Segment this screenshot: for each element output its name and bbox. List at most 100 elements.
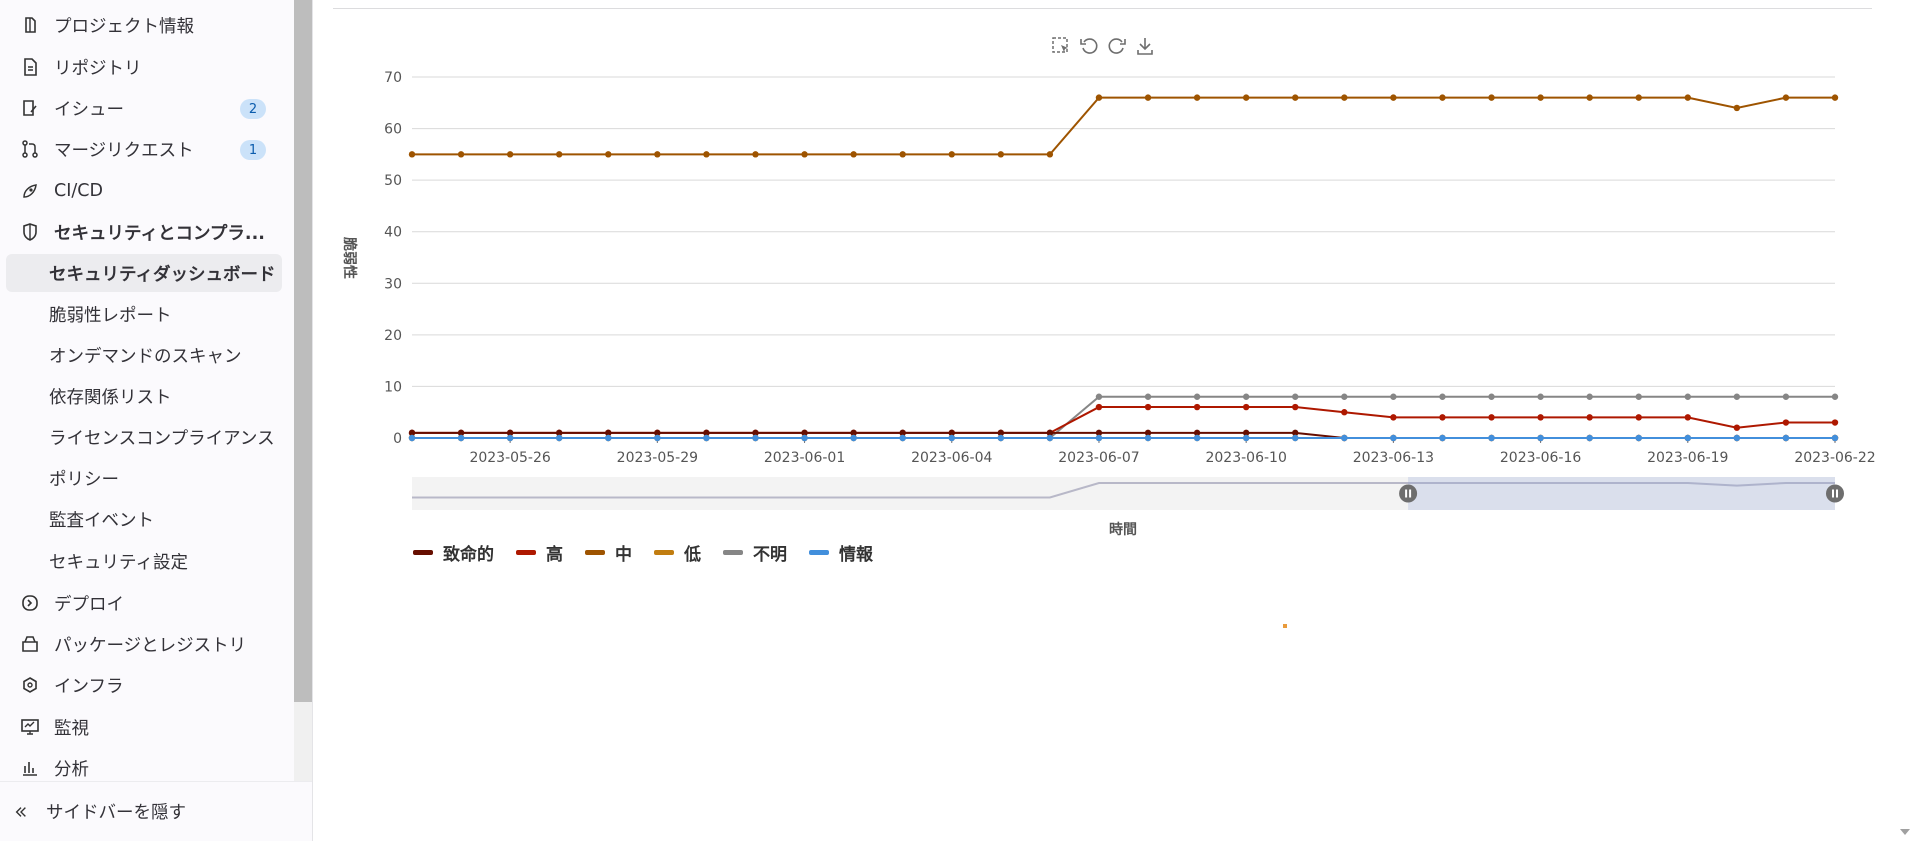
data-point-info — [457, 434, 465, 442]
main-scrollbar[interactable] — [1896, 0, 1914, 841]
data-point-high — [1488, 414, 1495, 421]
x-tick-label: 2023-06-04 — [911, 450, 992, 466]
sidebar-item-label: 依存関係リスト — [49, 387, 172, 408]
sidebar-item-security-configuration[interactable]: セキュリティ設定 — [6, 542, 282, 580]
sidebar-item-issues[interactable]: イシュー 2 — [6, 89, 282, 127]
restore-icon[interactable] — [1106, 35, 1128, 57]
zoom-handle[interactable] — [1826, 484, 1844, 503]
data-point-medium — [1095, 94, 1103, 101]
data-point-unknown — [1635, 393, 1642, 400]
sidebar-item-monitor[interactable]: 監視 — [6, 708, 282, 746]
data-point-high — [1292, 403, 1299, 411]
data-point-critical — [752, 429, 759, 437]
sidebar-item-cicd[interactable]: CI/CD — [6, 172, 282, 210]
data-point-info — [1586, 434, 1593, 442]
data-point-high — [1193, 403, 1201, 411]
sidebar-item-audit-events[interactable]: 監査イベント — [6, 500, 282, 538]
zoom-handle[interactable] — [1399, 484, 1418, 503]
sidebar-item-label: デプロイ — [54, 594, 124, 615]
data-point-unknown — [1341, 393, 1348, 400]
sidebar-item-infrastructure[interactable]: インフラ — [6, 666, 282, 704]
sidebar-scrollbar-thumb[interactable] — [294, 0, 312, 702]
data-point-unknown — [1095, 393, 1103, 400]
data-point-unknown — [1537, 393, 1544, 400]
data-point-medium — [752, 151, 759, 158]
x-axis-label: 時間 — [1109, 521, 1137, 538]
main-content: 0 10 20 30 40 50 60 70 2023-05-26 2023-05-29 2023… — [313, 0, 1914, 841]
legend-label: 中 — [615, 545, 632, 565]
data-point-unknown — [1733, 393, 1741, 400]
infrastructure-icon — [20, 674, 46, 696]
data-point-high — [1242, 403, 1250, 411]
sidebar-item-label: セキュリティ設定 — [49, 552, 188, 573]
data-point-medium — [1292, 94, 1299, 101]
chevron-double-left-icon — [14, 805, 36, 819]
zoom-select-icon[interactable] — [1050, 35, 1072, 57]
sidebar-item-policies[interactable]: ポリシー — [6, 459, 282, 497]
sidebar-item-license-compliance[interactable]: ライセンスコンプライアンス — [6, 418, 282, 456]
sidebar-item-merge-requests[interactable]: マージリクエスト 1 — [6, 130, 282, 168]
series-line-high — [412, 406, 1835, 434]
data-point-info — [1831, 434, 1839, 442]
chart-grid — [412, 76, 1835, 439]
deploy-icon — [20, 592, 46, 614]
legend-item-critical[interactable]: 致命的 — [413, 540, 494, 565]
undo-zoom-icon[interactable] — [1078, 35, 1100, 57]
scroll-down-arrow-icon[interactable] — [1900, 829, 1910, 835]
data-point-unknown — [1439, 393, 1446, 400]
issues-count-badge: 2 — [240, 99, 266, 119]
y-tick-label: 30 — [384, 276, 402, 292]
chart-toolbox — [1050, 35, 1156, 57]
sidebar-item-security-dashboard[interactable]: セキュリティダッシュボード — [6, 254, 282, 292]
merge-requests-count-badge: 1 — [240, 140, 266, 160]
y-tick-label: 0 — [393, 431, 402, 447]
sidebar-item-on-demand-scans[interactable]: オンデマンドのスキャン — [6, 336, 282, 374]
data-point-medium — [997, 151, 1005, 158]
sidebar-item-deployments[interactable]: デプロイ — [6, 584, 282, 622]
sidebar-item-repository[interactable]: リポジトリ — [6, 48, 282, 86]
data-point-medium — [703, 151, 710, 158]
sidebar-item-analytics[interactable]: 分析 — [6, 749, 282, 781]
data-point-medium — [1831, 94, 1839, 101]
data-point-medium — [1193, 94, 1201, 101]
sidebar-item-security-compliance[interactable]: セキュリティとコンプラ... — [6, 213, 282, 251]
hide-sidebar-button[interactable]: サイドバーを隠す — [0, 781, 312, 841]
data-point-medium — [899, 151, 906, 158]
sidebar-item-label: パッケージとレジストリ — [54, 635, 247, 656]
legend-item-info[interactable]: 情報 — [809, 540, 873, 565]
data-point-critical — [1095, 429, 1103, 437]
y-tick-label: 70 — [384, 70, 402, 86]
sidebar-divider — [312, 0, 313, 841]
sidebar-item-packages-registries[interactable]: パッケージとレジストリ — [6, 625, 282, 663]
sidebar-item-dependency-list[interactable]: 依存関係リスト — [6, 377, 282, 415]
legend-item-unknown[interactable]: 不明 — [723, 540, 787, 565]
data-point-unknown — [1684, 393, 1691, 400]
data-point-info — [408, 434, 416, 442]
sidebar-item-project-info[interactable]: プロジェクト情報 — [6, 6, 282, 44]
legend-item-high[interactable]: 高 — [516, 540, 563, 565]
data-point-medium — [1684, 94, 1691, 101]
sidebar-item-vulnerability-report[interactable]: 脆弱性レポート — [6, 295, 282, 333]
y-tick-label: 60 — [384, 122, 402, 138]
data-zoom-slider[interactable] — [412, 477, 1844, 510]
data-point-unknown — [1488, 393, 1495, 400]
legend-item-low[interactable]: 低 — [654, 540, 701, 565]
data-point-high — [1537, 414, 1544, 421]
data-point-info — [556, 434, 563, 442]
x-tick-label: 2023-06-13 — [1353, 450, 1434, 466]
y-tick-label: 20 — [384, 328, 402, 344]
legend-label: 致命的 — [443, 545, 494, 565]
data-point-medium — [556, 151, 563, 158]
decorative-dot — [1283, 624, 1287, 628]
data-point-medium — [1782, 94, 1790, 101]
data-point-unknown — [1242, 393, 1250, 400]
data-point-critical — [899, 429, 906, 437]
project-info-icon — [20, 14, 46, 36]
legend-swatch — [516, 550, 536, 555]
legend-item-medium[interactable]: 中 — [585, 540, 632, 565]
y-tick-label: 40 — [384, 225, 402, 241]
data-point-critical — [605, 429, 612, 437]
x-tick-label: 2023-05-26 — [469, 450, 550, 466]
download-icon[interactable] — [1134, 35, 1156, 57]
